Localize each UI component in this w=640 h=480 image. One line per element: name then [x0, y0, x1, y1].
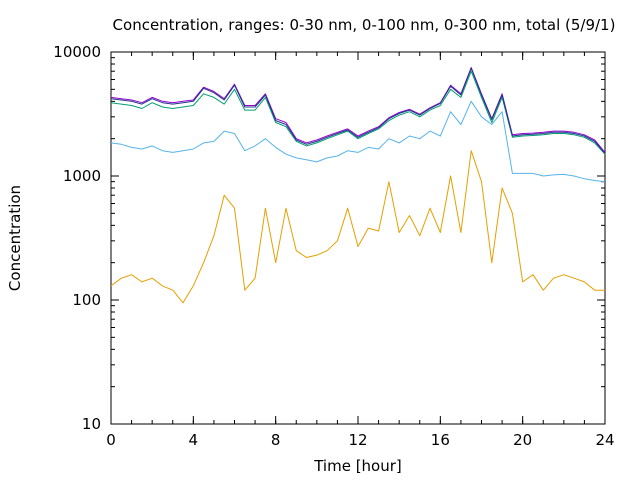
y-tick-label: 1000	[63, 167, 101, 185]
series-line-5	[110, 67, 606, 154]
plot-frame	[110, 51, 606, 425]
x-tick-label: 12	[348, 431, 367, 449]
series-line-4	[110, 67, 606, 153]
series-layer	[110, 67, 606, 304]
series-line-2	[110, 100, 606, 183]
x-tick-label: 4	[189, 431, 199, 449]
x-tick-label: 24	[595, 431, 614, 449]
y-axis: 10 100 1000 10000	[53, 43, 605, 433]
y-tick-label: 10000	[53, 43, 101, 61]
chart-title: Concentration, ranges: 0-30 nm, 0-100 nm…	[113, 16, 616, 34]
y-tick-label: 10	[82, 415, 101, 433]
series-line-3	[110, 70, 606, 155]
x-axis-label: Time [hour]	[313, 457, 402, 475]
x-tick-label: 20	[513, 431, 532, 449]
series-line-1	[110, 150, 605, 304]
x-tick-label: 0	[106, 431, 116, 449]
y-axis-label: Concentration	[6, 185, 24, 291]
x-axis: 0 4 8 12 16 20 24	[106, 52, 615, 449]
y-tick-label: 100	[72, 291, 101, 309]
x-tick-label: 8	[271, 431, 281, 449]
x-tick-label: 16	[431, 431, 450, 449]
